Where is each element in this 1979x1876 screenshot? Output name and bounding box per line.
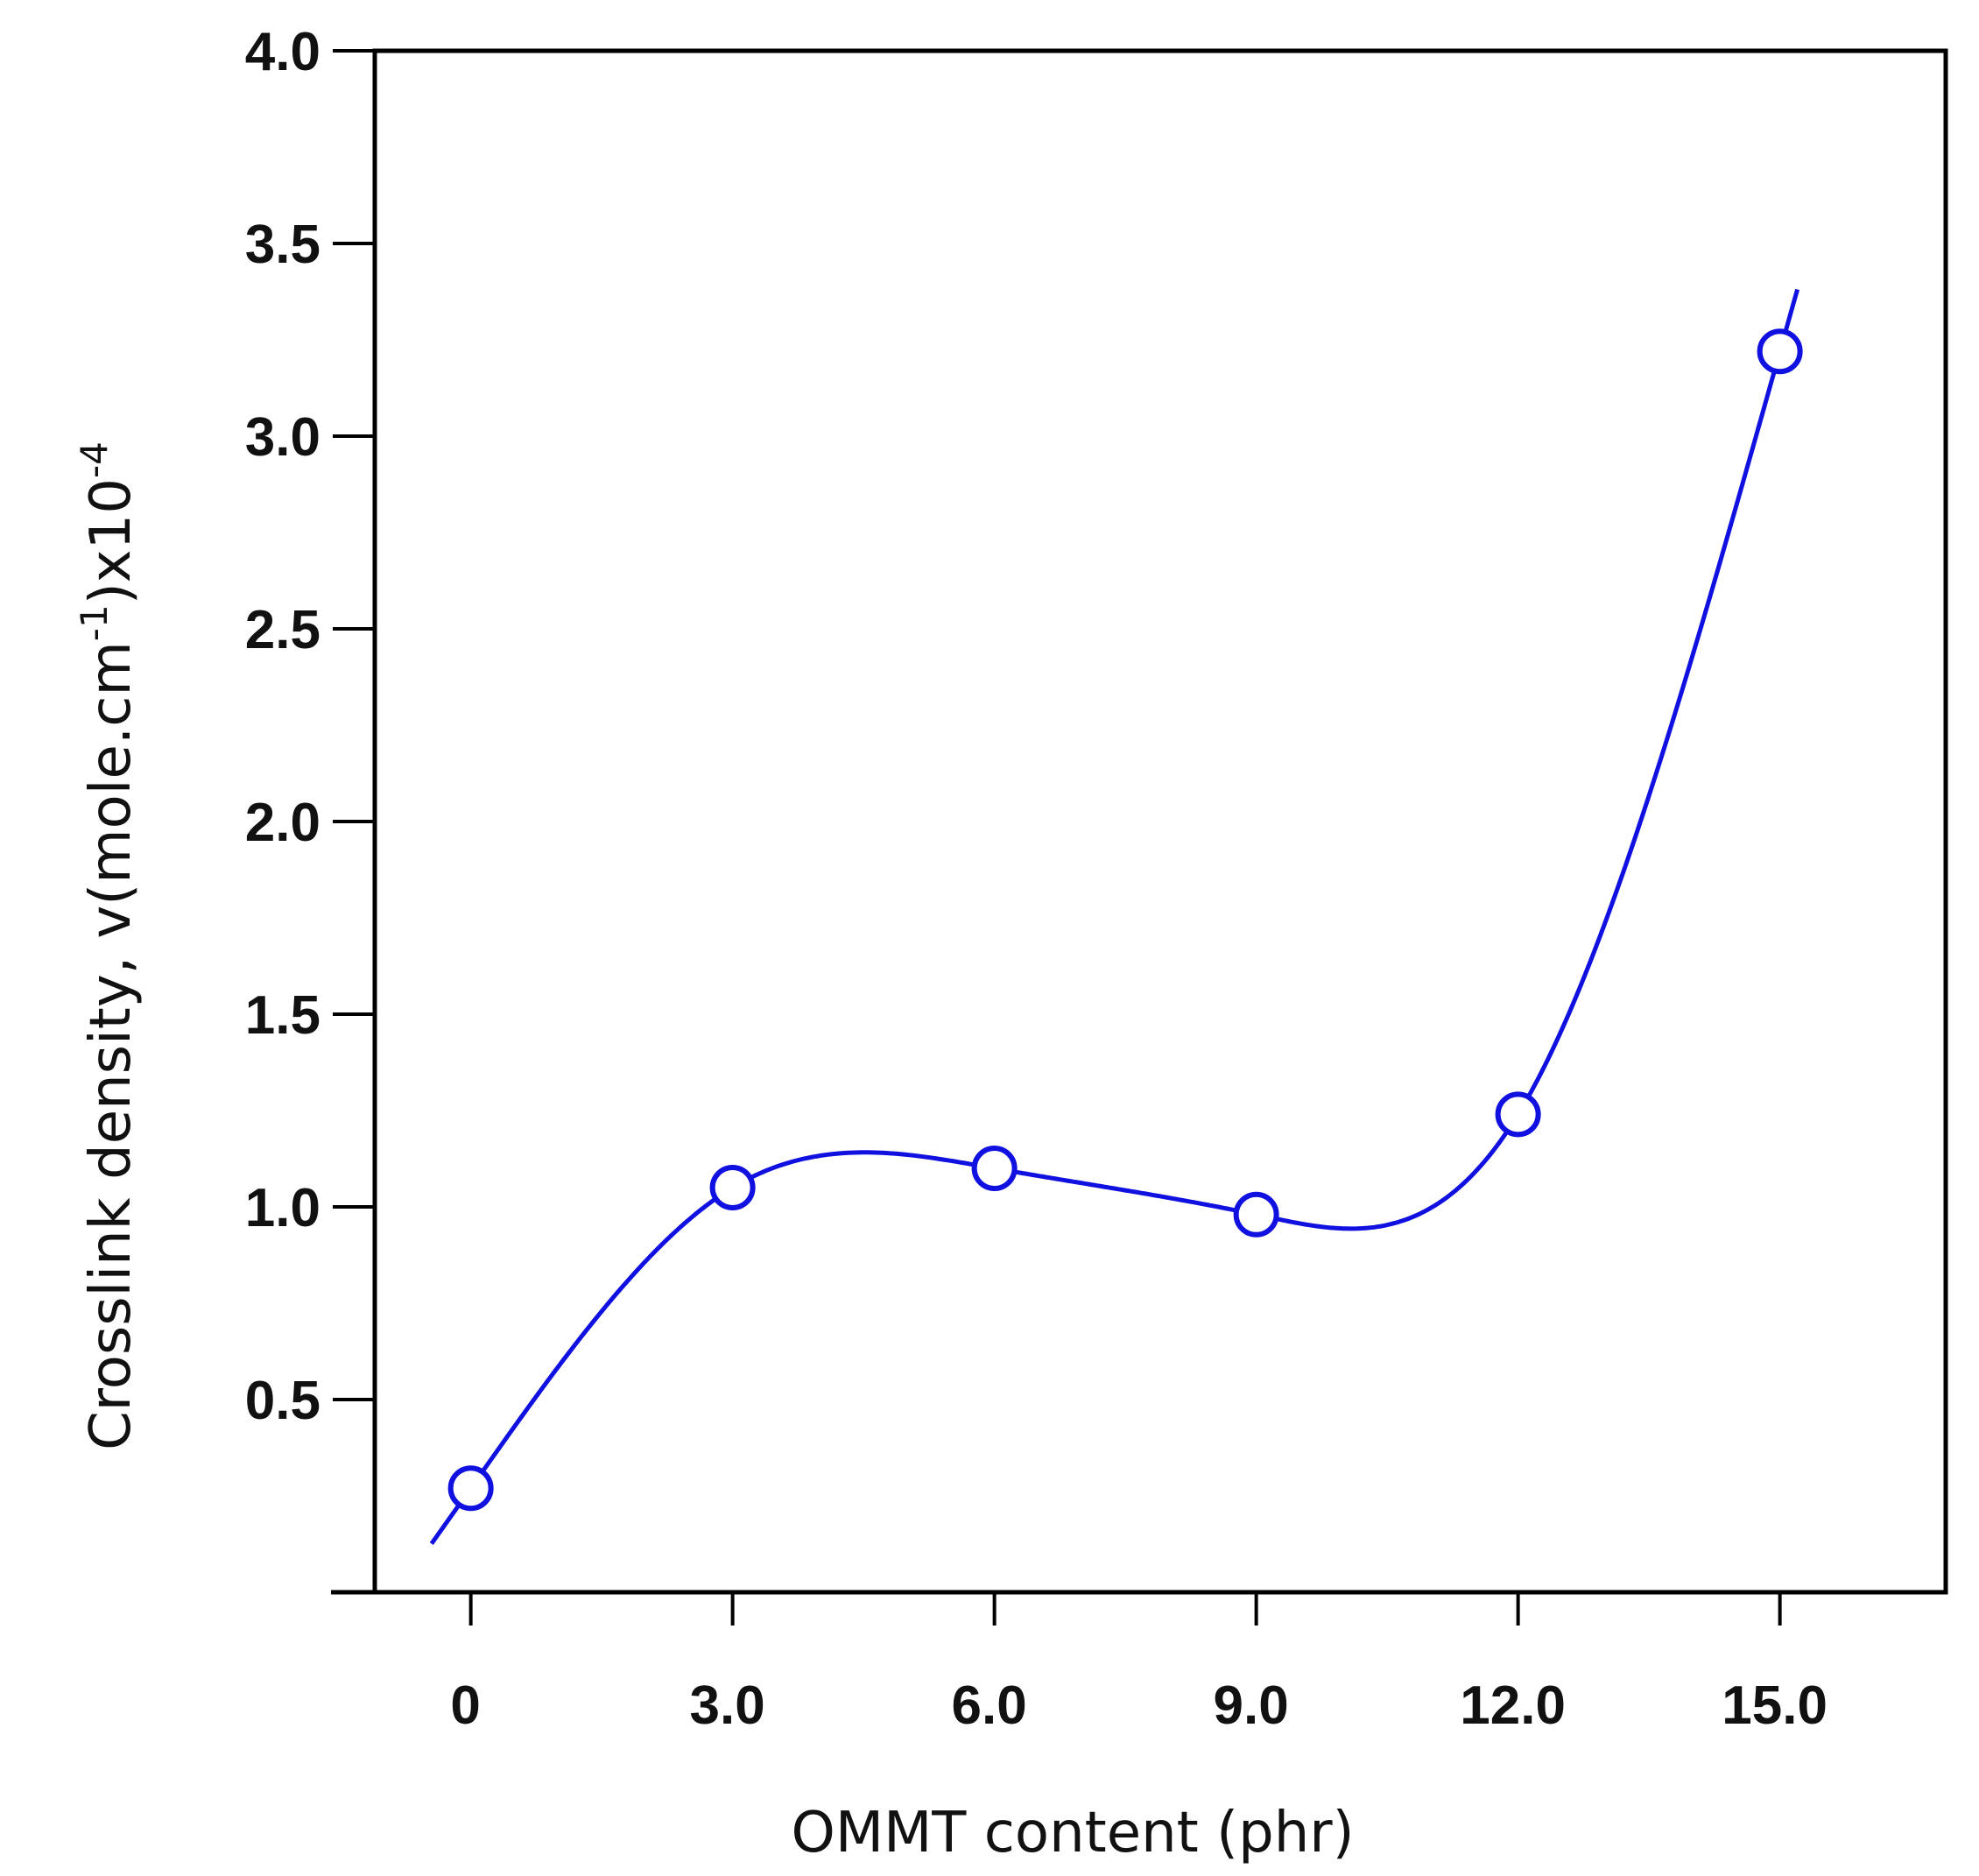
x-tick-label: 0: [450, 1675, 480, 1736]
y-axis-title-unit: (mole.cm: [79, 641, 144, 906]
series-line: [429, 288, 1800, 1546]
x-tick-label: 15.0: [1722, 1675, 1828, 1736]
x-tick-label: 9.0: [1214, 1675, 1289, 1736]
x-tick-label: 3.0: [690, 1675, 765, 1736]
y-axis-title-unit-exponent: -1: [73, 604, 116, 641]
y-tick-label: 4.0: [245, 22, 320, 82]
y-axis-title: Crosslink density, v(mole.cm-1)x10-4: [73, 441, 144, 1450]
y-axis-title-scale-exponent: -4: [73, 441, 116, 478]
y-tick-label: 1.5: [245, 985, 320, 1046]
data-point: [1757, 328, 1803, 375]
y-tick-label: 2.5: [245, 600, 320, 660]
y-axis-title-prefix: Crosslink density,: [79, 939, 144, 1450]
y-axis-title-symbol: v: [79, 906, 144, 939]
x-tick-label: 6.0: [952, 1675, 1027, 1736]
data-point: [1233, 1191, 1279, 1238]
x-tick-label: 12.0: [1460, 1675, 1566, 1736]
y-tick-label: 2.0: [245, 793, 320, 853]
data-point: [1495, 1091, 1541, 1138]
y-tick-label: 1.0: [245, 1178, 320, 1238]
data-point: [447, 1465, 494, 1512]
data-point: [709, 1165, 756, 1210]
data-point: [971, 1146, 1018, 1191]
y-tick-label: 0.5: [245, 1371, 320, 1431]
y-tick-label: 3.0: [245, 407, 320, 468]
x-axis-title: OMMT content (phr): [791, 1801, 1354, 1865]
y-axis-title-scale: )x10: [79, 478, 144, 604]
y-tick-label: 3.5: [245, 215, 320, 275]
